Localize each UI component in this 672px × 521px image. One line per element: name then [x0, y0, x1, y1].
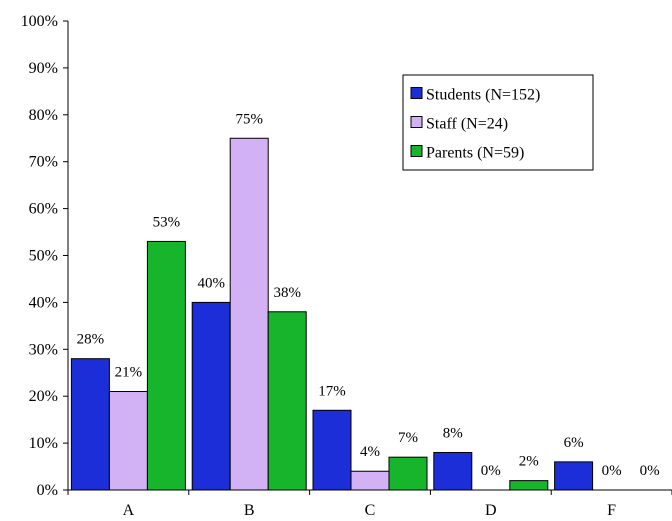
category-label: D — [485, 502, 497, 519]
data-label: 0% — [481, 463, 501, 479]
category-label: B — [244, 502, 255, 519]
y-tick-label: 100% — [21, 13, 58, 30]
legend-swatch — [410, 145, 423, 157]
data-label: 6% — [564, 435, 584, 451]
y-tick-label: 30% — [29, 341, 58, 358]
data-label: 75% — [235, 111, 263, 127]
legend-label: Parents (N=59) — [426, 145, 524, 162]
bar — [229, 137, 269, 491]
x-axis — [67, 489, 672, 495]
data-label: 4% — [360, 444, 380, 460]
bar — [267, 311, 307, 491]
data-label: 53% — [153, 214, 181, 230]
data-label: 40% — [197, 275, 225, 291]
y-tick-label: 50% — [29, 248, 58, 265]
bars — [70, 137, 594, 491]
y-tick-label: 70% — [29, 154, 58, 171]
y-tick-label: 60% — [29, 201, 58, 218]
y-tick-label: 80% — [29, 107, 58, 124]
y-tick-label: 0% — [37, 482, 58, 499]
bar — [146, 240, 186, 491]
category-label: F — [607, 502, 616, 519]
bar — [191, 301, 231, 491]
bar — [388, 456, 428, 491]
bar — [108, 391, 148, 491]
y-tick-label: 20% — [29, 388, 58, 405]
legend: Students (N=152) Staff (N=24) Parents (N=5… — [402, 74, 594, 171]
y-axis-ticks: 0% 10% 20% 30% 40% 50% 60% 70% 80% 90% 100% — [21, 13, 69, 499]
data-label: 21% — [115, 365, 143, 381]
bar — [312, 409, 352, 491]
bar — [433, 451, 473, 491]
data-labels: 28% 21% 53% 40% 75% 38% 17% 4% 7% 8% 0% 2% 6% 0% 0% — [77, 111, 660, 479]
legend-swatch — [410, 87, 423, 99]
category-label: A — [123, 502, 135, 519]
data-label: 28% — [77, 332, 105, 348]
data-label: 17% — [318, 383, 346, 399]
y-tick-label: 40% — [29, 294, 58, 311]
bar — [509, 480, 549, 491]
y-tick-label: 10% — [29, 435, 58, 452]
data-label: 0% — [602, 463, 622, 479]
legend-swatch — [410, 116, 423, 128]
legend-label: Staff (N=24) — [426, 116, 508, 133]
data-label: 0% — [640, 463, 660, 479]
y-tick-label: 90% — [29, 60, 58, 77]
legend-box — [402, 74, 594, 171]
bar — [350, 470, 390, 491]
bar — [554, 461, 594, 491]
data-label: 7% — [398, 430, 418, 446]
data-label: 8% — [443, 425, 463, 441]
data-label: 2% — [519, 454, 539, 470]
legend-label: Students (N=152) — [426, 87, 540, 104]
category-label: C — [365, 502, 376, 519]
bar — [70, 358, 110, 491]
data-label: 38% — [273, 285, 301, 301]
